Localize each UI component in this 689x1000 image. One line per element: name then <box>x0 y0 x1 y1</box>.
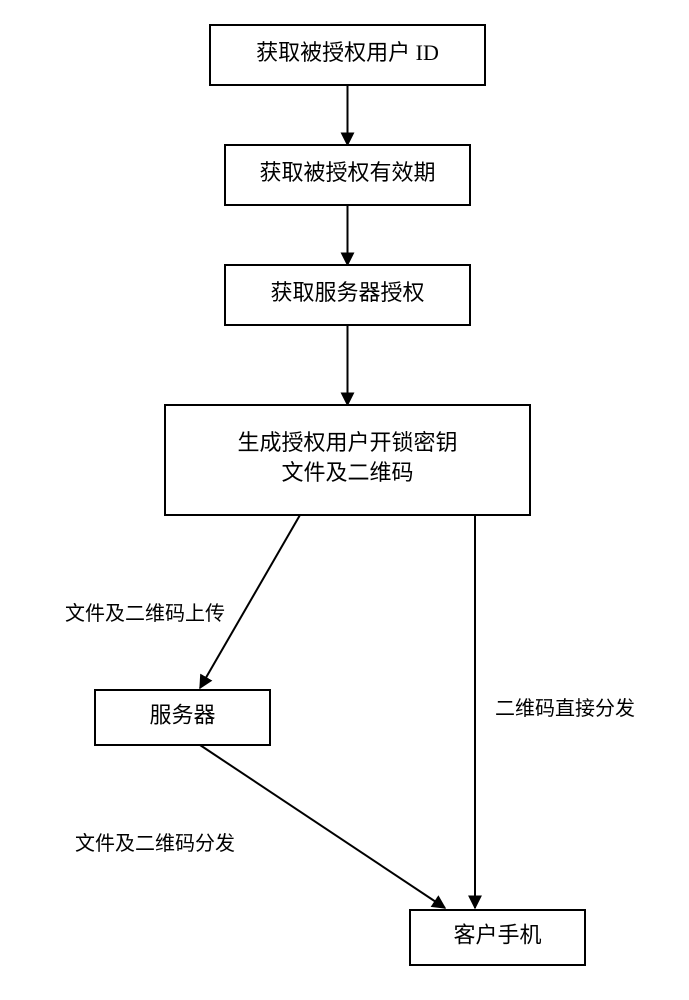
flow-node-n4: 生成授权用户开锁密钥文件及二维码 <box>165 405 530 515</box>
flow-edge <box>200 745 445 908</box>
node-label: 客户手机 <box>453 923 541 948</box>
edge-label: 二维码直接分发 <box>495 697 635 720</box>
node-label: 获取服务器授权 <box>270 280 424 305</box>
edge-label: 文件及二维码分发 <box>75 832 235 855</box>
flow-node-n3: 获取服务器授权 <box>225 265 470 325</box>
node-label: 生成授权用户开锁密钥 <box>237 430 457 455</box>
flow-node-n1: 获取被授权用户 ID <box>210 25 485 85</box>
flowchart-diagram: 文件及二维码上传文件及二维码分发 二维码直接分发 获取被授权用户 ID 获取被授权有效… <box>0 0 689 1000</box>
flow-node-n5: 服务器 <box>95 690 270 745</box>
edge-label: 文件及二维码上传 <box>65 602 225 625</box>
node-label: 文件及二维码 <box>281 460 413 485</box>
node-label: 获取被授权有效期 <box>259 160 435 185</box>
node-label: 获取被授权用户 ID <box>256 40 439 65</box>
flow-node-n2: 获取被授权有效期 <box>225 145 470 205</box>
flow-edge <box>200 515 300 688</box>
flow-node-n6: 客户手机 <box>410 910 585 965</box>
node-label: 服务器 <box>149 703 215 728</box>
